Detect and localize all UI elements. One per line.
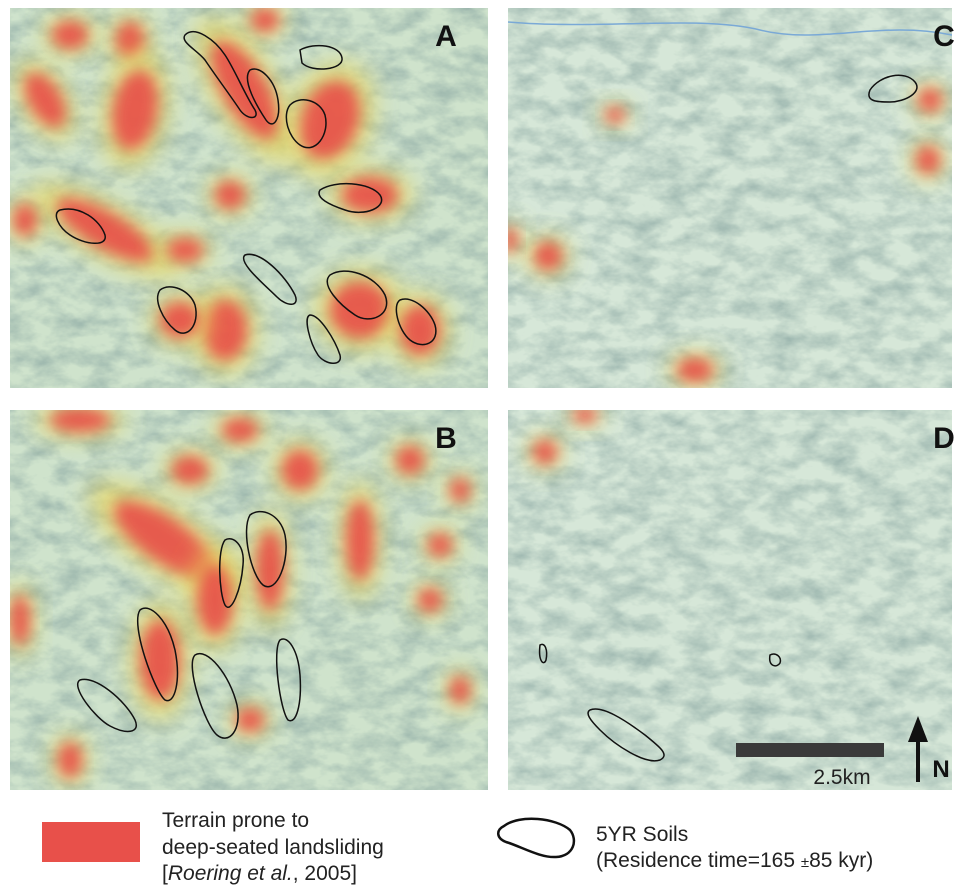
landslide-prone-area — [428, 533, 452, 557]
legend-text: 5YR Soils — [596, 823, 688, 846]
landslide-prone-area — [172, 456, 208, 484]
landslide-prone-area — [533, 440, 557, 464]
panel-label: D — [933, 422, 955, 455]
landslide-prone-area — [58, 742, 82, 778]
legend-text-part: (Residence time=165 — [596, 849, 801, 872]
landslide-prone-area — [502, 228, 518, 252]
legend-text-part: ± — [801, 854, 809, 871]
legend-text-line: Terrain prone to — [162, 809, 309, 832]
landslide-prone-area — [197, 565, 233, 635]
landslide-prone-area — [222, 418, 258, 442]
landslide-prone-area — [418, 588, 442, 612]
legend-text: deep-seated landsliding — [162, 836, 384, 859]
landslide-prone-area — [916, 146, 940, 174]
landslide-prone-area — [282, 450, 318, 490]
landslide-prone-area — [450, 478, 470, 502]
panel-label: B — [435, 422, 457, 455]
landslide-prone-area — [573, 407, 597, 423]
legend-text: Terrain prone to — [162, 809, 309, 832]
landslide-prone-area — [251, 8, 279, 32]
landslide-prone-area — [342, 177, 398, 213]
landslide-prone-area — [13, 204, 37, 236]
landslide-prone-area — [330, 282, 390, 338]
landslide-prone-area — [236, 708, 264, 732]
legend-text-part: 85 kyr) — [809, 849, 873, 872]
landslide-prone-area — [10, 595, 30, 645]
landslide-prone-area — [167, 238, 203, 262]
legend-text-line: deep-seated landsliding — [162, 836, 384, 859]
legend-text: (Residence time=165 ±85 kyr) — [596, 849, 873, 872]
legend-text-part: Roering et al. — [168, 862, 293, 885]
landslide-prone-area — [346, 500, 374, 580]
landslide-prone-area — [50, 408, 110, 432]
landslide-prone-area — [918, 88, 942, 112]
landslide-prone-area — [534, 242, 562, 270]
panel-label: A — [435, 20, 457, 53]
scale-label: 2.5km — [813, 766, 870, 789]
page: {"panels": [{"label": "A"}, {"label": "C… — [0, 0, 962, 888]
landslide-prone-area — [215, 181, 245, 209]
landslide-prone-area — [677, 358, 713, 382]
landslide-prone-area — [396, 446, 424, 474]
hillshade — [508, 410, 952, 790]
figure: A C B D 2.5km N Terrain prone to deep-se… — [0, 0, 962, 888]
legend-text-line: 5YR Soils — [596, 823, 688, 846]
legend-text: [Roering et al., 2005] — [162, 862, 357, 885]
legend-swatch — [42, 822, 140, 862]
landslide-prone-area — [400, 305, 440, 355]
panel-label: C — [933, 20, 955, 53]
hillshade — [508, 8, 952, 388]
scale-bar — [736, 743, 884, 757]
landslide-prone-area — [450, 676, 470, 704]
legend-text-part: , 2005] — [293, 862, 357, 885]
north-label: N — [932, 756, 949, 783]
landslide-prone-area — [605, 107, 625, 123]
landslide-prone-area — [256, 530, 284, 610]
landslide-prone-area — [203, 300, 247, 360]
legend-outline-icon — [498, 819, 574, 857]
landslide-prone-area — [52, 21, 88, 49]
map-panels — [2, 2, 952, 790]
